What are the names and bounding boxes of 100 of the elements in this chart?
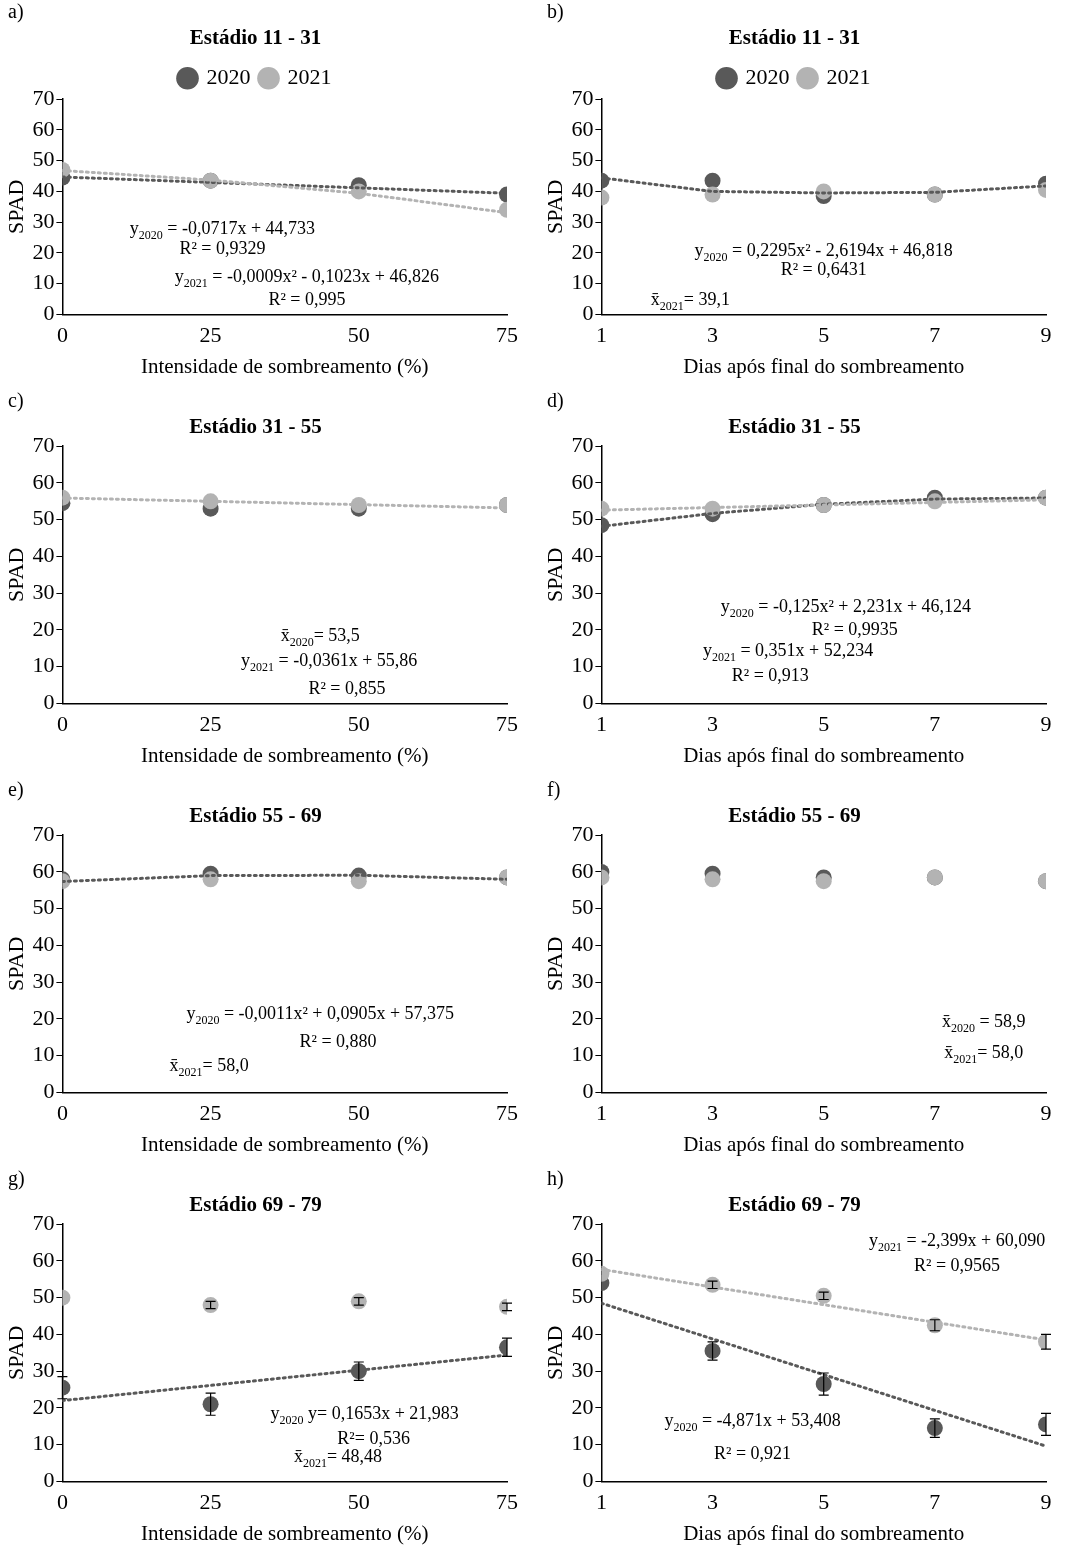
y-tick-label: 20 — [571, 238, 594, 264]
y-tick-label: 70 — [571, 431, 594, 457]
x-tick-label: 25 — [199, 1489, 222, 1515]
annotation: x̄$_{2020}$= 53,5 — [280, 624, 360, 649]
x-tick-label: 1 — [595, 711, 607, 737]
x-tick-label: 50 — [347, 1489, 370, 1515]
x-tick-label: 1 — [595, 1489, 607, 1515]
y-tick-label: 0 — [43, 689, 55, 715]
y-tick-label: 0 — [43, 1467, 55, 1493]
text: f) — [547, 778, 561, 801]
legend-label: 2021 — [826, 63, 871, 89]
x-tick-label: 75 — [496, 1100, 518, 1126]
x-tick-label: 25 — [199, 711, 222, 737]
text: d) — [547, 389, 564, 412]
y-tick-label: 60 — [571, 857, 594, 883]
y-tick-label: 40 — [32, 177, 55, 203]
y-tick-label: 60 — [32, 115, 55, 141]
x-tick-label: 9 — [1040, 1100, 1052, 1126]
text: a) — [8, 0, 24, 23]
text: h) — [547, 1167, 564, 1190]
y-tick-label: 60 — [32, 857, 55, 883]
y-tick-label: 70 — [571, 1209, 594, 1235]
y-axis-title: SPAD — [2, 179, 28, 234]
x-tick-label: 75 — [496, 1489, 518, 1515]
legend-label: 2020 — [745, 63, 790, 89]
y-axis-title: SPAD — [2, 936, 28, 991]
x-tick-label: 7 — [929, 711, 941, 737]
y-tick-label: 40 — [32, 1320, 55, 1346]
y-tick-label: 60 — [571, 115, 594, 141]
annotation: R² = 0,880 — [299, 1030, 377, 1051]
legend-label: 2020 — [206, 63, 251, 89]
x-axis-title: Intensidade de sombreamento (%) — [140, 742, 429, 767]
x-tick-label: 3 — [707, 1100, 719, 1126]
y-tick-label: 10 — [32, 652, 55, 678]
annotation: R² = 0,855 — [308, 677, 386, 698]
x-tick-label: 3 — [707, 322, 719, 348]
y-tick-label: 60 — [571, 1246, 594, 1272]
x-tick-label: 5 — [818, 322, 830, 348]
text: b) — [547, 0, 564, 23]
text: e) — [8, 778, 24, 801]
y-tick-label: 10 — [32, 1430, 55, 1456]
x-tick-label: 7 — [929, 1100, 941, 1126]
text: g) — [8, 1167, 25, 1190]
x-tick-label: 5 — [818, 1100, 830, 1126]
annotation: R² = 0,9565 — [914, 1255, 1001, 1276]
y-tick-label: 0 — [582, 1467, 594, 1493]
x-tick-label: 50 — [347, 322, 370, 348]
x-axis-title: Dias após final do sombreamento — [683, 742, 965, 767]
annotation: y$_{2020}$ = -0,0011x² + 0,0905x + 57,375 — [186, 1003, 455, 1028]
point — [815, 1376, 832, 1393]
y-tick-label: 10 — [32, 269, 55, 295]
x-tick-label: 3 — [707, 1489, 719, 1515]
point — [815, 1287, 832, 1304]
y-tick-label: 70 — [32, 1209, 55, 1235]
chart-title: Estádio 11 - 31 — [189, 25, 322, 50]
x-axis-title: Intensidade de sombreamento (%) — [140, 353, 429, 378]
y-tick-label: 20 — [32, 615, 55, 641]
y-axis-title: SPAD — [2, 547, 28, 602]
x-tick-label: 7 — [929, 322, 941, 348]
y-tick-label: 50 — [571, 146, 594, 172]
annotation: R² = 0,9329 — [179, 237, 266, 258]
y-tick-label: 50 — [32, 505, 55, 531]
annotation: R² = 0,9935 — [811, 618, 898, 639]
y-tick-label: 20 — [32, 238, 55, 264]
y-tick-label: 30 — [571, 1356, 594, 1382]
x-axis-title: Intensidade de sombreamento (%) — [140, 1131, 429, 1156]
chart-title: Estádio 31 - 55 — [728, 414, 861, 439]
annotation: R² = 0,913 — [731, 665, 809, 686]
point — [704, 172, 721, 189]
x-tick-label: 25 — [199, 1100, 222, 1126]
y-tick-label: 30 — [571, 207, 594, 233]
y-axis-title: SPAD — [541, 547, 567, 602]
y-tick-label: 20 — [571, 1393, 594, 1419]
x-tick-label: 9 — [1040, 711, 1052, 737]
y-tick-label: 70 — [32, 431, 55, 457]
annotation: y$_{2021}$ = -2,399x + 60,090 — [868, 1230, 1046, 1254]
annotation: x̄$_{2021}$= 39,1 — [650, 289, 730, 314]
legend-label: 2021 — [287, 63, 332, 89]
y-tick-label: 10 — [571, 1041, 594, 1067]
y-axis-title: SPAD — [541, 936, 567, 991]
annotation: x̄$_{2021}$= 58,0 — [944, 1042, 1024, 1066]
y-tick-label: 40 — [571, 931, 594, 957]
y-tick-label: 0 — [582, 1078, 594, 1104]
x-tick-label: 75 — [496, 711, 518, 737]
x-tick-label: 50 — [347, 711, 370, 737]
y-tick-label: 50 — [571, 505, 594, 531]
text: c) — [8, 389, 24, 412]
y-tick-label: 0 — [43, 1078, 55, 1104]
annotation: y$_{2020}$ = -0,125x² + 2,231x + 46,124 — [720, 596, 972, 621]
y-tick-label: 60 — [32, 468, 55, 494]
annotation: R²= 0,536 — [337, 1427, 410, 1448]
y-tick-label: 20 — [571, 1004, 594, 1030]
y-tick-label: 70 — [32, 84, 55, 110]
y-tick-label: 30 — [32, 1356, 55, 1382]
chart-title: Estádio 55 - 69 — [728, 803, 861, 828]
annotation: y$_{2021}$ = -0,0009x² - 0,1023x + 46,826 — [174, 266, 440, 290]
annotation: R² = 0,921 — [714, 1443, 792, 1464]
y-tick-label: 30 — [571, 578, 594, 604]
x-tick-label: 50 — [347, 1100, 370, 1126]
y-tick-label: 20 — [32, 1004, 55, 1030]
